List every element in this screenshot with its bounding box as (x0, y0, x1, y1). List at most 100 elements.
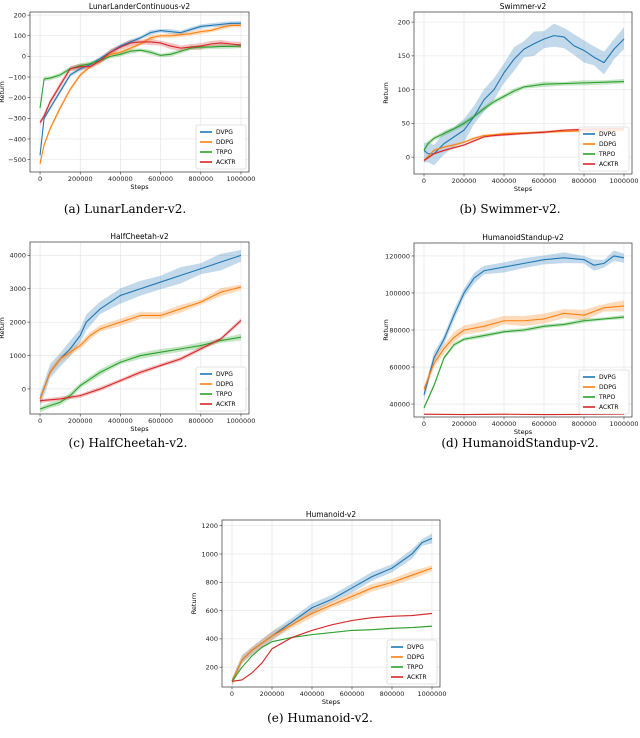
axes-frame (29, 11, 250, 173)
x-tick-label: 200000 (68, 417, 93, 425)
x-axis-label: Steps (130, 183, 149, 191)
line-acktr (423, 128, 624, 161)
legend-label: TRPO (598, 394, 615, 401)
x-tick-label: 800000 (188, 175, 213, 183)
legend-label: DDPG (599, 141, 617, 148)
x-tick-label: 600000 (148, 175, 173, 183)
x-tick-label: 0 (422, 177, 426, 185)
x-tick-label: 400000 (108, 417, 133, 425)
x-tick-label: 400000 (108, 175, 133, 183)
x-tick-label: 400000 (492, 177, 517, 185)
legend-label: TRPO (406, 664, 423, 671)
band-ddpg (424, 300, 624, 395)
y-tick-label: −400 (8, 135, 26, 143)
line-ddpg (39, 286, 242, 400)
x-axis-label: Steps (514, 185, 533, 193)
x-tick-label: 0 (38, 175, 42, 183)
legend: DVPG DDPG TRPO ACKTR (578, 369, 630, 415)
y-tick-label: 1000 (201, 550, 218, 558)
chart-title: Swimmer-v2 (500, 2, 547, 11)
y-tick-label: 100 (398, 86, 410, 94)
band-trpo (424, 314, 624, 410)
axes-frame (221, 519, 441, 688)
line-dvpg (423, 255, 625, 395)
x-tick-label: 200000 (452, 420, 477, 428)
y-tick-label: 0 (22, 53, 26, 61)
line-trpo (423, 80, 625, 151)
x-tick-label: 0 (422, 420, 426, 428)
x-tick-label: 1000000 (610, 420, 639, 428)
y-axis-label: Return (382, 319, 390, 341)
legend-label: ACKTR (599, 161, 619, 168)
x-tick-label: 600000 (148, 417, 173, 425)
line-ddpg (423, 305, 625, 390)
band-dvpg (424, 250, 624, 401)
x-tick-label: 600000 (532, 420, 557, 428)
subplot-1: 0 200000 400000 600000 800000 1000000 −500 −400… (0, 2, 255, 216)
y-tick-label: 1000 (9, 352, 26, 360)
line-trpo (39, 336, 242, 410)
legend-box (386, 639, 438, 685)
subplot-3: 0 200000 400000 600000 800000 1000000 0 1000 200… (0, 232, 255, 450)
line-ddpg (39, 24, 241, 164)
subplot-2: 0 200000 400000 600000 800000 1000000 0 50 100 15… (382, 2, 638, 216)
legend-box (578, 126, 630, 172)
axes-frame (29, 241, 250, 415)
x-tick-label: 800000 (572, 177, 597, 185)
legend: DVPG DDPG TRPO ACKTR (386, 639, 438, 685)
band-ddpg (232, 565, 432, 686)
y-tick-label: 50 (402, 120, 410, 128)
chart-title: Humanoid-v2 (306, 510, 356, 519)
line-ddpg (423, 129, 625, 161)
line-trpo (231, 625, 433, 682)
legend-label: ACKTR (407, 674, 427, 681)
y-axis-label: Return (190, 593, 198, 615)
line-acktr (231, 612, 433, 682)
legend-label: DDPG (216, 139, 234, 146)
y-tick-label: 600 (206, 607, 218, 615)
legend: DVPG DDPG TRPO ACKTR (195, 124, 247, 170)
y-tick-label: 2000 (9, 318, 26, 326)
y-tick-label: −200 (8, 94, 26, 102)
x-tick-label: 1000000 (226, 175, 255, 183)
line-acktr (40, 320, 242, 402)
x-tick-label: 200000 (260, 690, 285, 698)
x-tick-label: 0 (38, 417, 42, 425)
y-tick-label: 0 (406, 153, 410, 161)
y-tick-label: −500 (8, 156, 26, 164)
line-dvpg (423, 35, 625, 155)
caption: (c) HalfCheetah-v2. (69, 436, 188, 450)
y-tick-label: 3000 (9, 285, 26, 293)
x-axis-label: Steps (322, 698, 341, 706)
legend-label: ACKTR (216, 401, 236, 408)
y-tick-label: 100000 (385, 289, 410, 297)
y-tick-label: 40000 (389, 400, 410, 408)
chart-title: LunarLanderContinuous-v2 (89, 2, 191, 11)
y-tick-label: 400 (206, 635, 218, 643)
y-tick-label: 0 (22, 385, 26, 393)
x-tick-label: 600000 (340, 690, 365, 698)
x-tick-label: 200000 (452, 177, 477, 185)
band-ddpg (40, 284, 241, 403)
x-tick-label: 400000 (300, 690, 325, 698)
line-ddpg (231, 567, 433, 682)
y-axis-label: Return (0, 81, 6, 103)
legend-box (578, 369, 630, 415)
caption: (e) Humanoid-v2. (267, 711, 373, 725)
legend-label: DVPG (599, 131, 616, 138)
band-dvpg (40, 249, 241, 408)
y-tick-label: 1200 (201, 522, 218, 530)
band-ddpg (424, 128, 624, 162)
x-tick-label: 600000 (532, 177, 557, 185)
chart-title: HumanoidStandup-v2 (482, 233, 564, 242)
x-tick-label: 0 (230, 690, 234, 698)
subplot-5: 0 200000 400000 600000 800000 1000000 200 400 60… (190, 510, 446, 725)
caption: (d) HumanoidStandup-v2. (441, 436, 598, 450)
y-tick-label: 150 (398, 52, 410, 60)
y-tick-label: 80000 (389, 326, 410, 334)
band-dvpg (424, 23, 624, 166)
legend-label: DDPG (407, 654, 425, 661)
legend-label: DVPG (216, 371, 233, 378)
line-trpo (423, 316, 625, 408)
